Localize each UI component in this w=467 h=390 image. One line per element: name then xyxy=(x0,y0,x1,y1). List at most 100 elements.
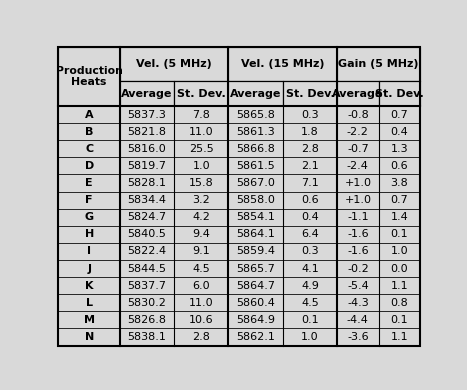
Bar xyxy=(379,174,420,191)
Bar xyxy=(120,243,174,260)
Bar xyxy=(337,191,379,209)
Text: 1.0: 1.0 xyxy=(391,246,408,257)
Text: -4.3: -4.3 xyxy=(347,298,369,308)
Text: M: M xyxy=(84,315,95,325)
Bar xyxy=(337,140,379,157)
Bar xyxy=(379,140,420,157)
Text: I: I xyxy=(87,246,91,257)
Text: 5821.8: 5821.8 xyxy=(127,127,167,136)
Bar xyxy=(337,277,379,294)
Bar xyxy=(58,260,120,277)
Text: Vel. (5 MHz): Vel. (5 MHz) xyxy=(136,59,212,69)
Text: K: K xyxy=(85,281,93,291)
Text: 4.1: 4.1 xyxy=(301,264,319,273)
Text: 0.4: 0.4 xyxy=(390,127,408,136)
Bar xyxy=(58,226,120,243)
Text: 5866.8: 5866.8 xyxy=(236,144,275,154)
Bar xyxy=(228,123,283,140)
Bar xyxy=(58,191,120,209)
Text: 5860.4: 5860.4 xyxy=(236,298,275,308)
Text: 4.9: 4.9 xyxy=(301,281,319,291)
Text: 0.4: 0.4 xyxy=(301,212,319,222)
Bar xyxy=(120,209,174,226)
Bar xyxy=(379,123,420,140)
Text: 5864.7: 5864.7 xyxy=(236,281,275,291)
Bar xyxy=(337,82,379,106)
Bar xyxy=(174,82,228,106)
Bar xyxy=(58,311,120,328)
Bar xyxy=(379,82,420,106)
Bar xyxy=(283,277,337,294)
Bar xyxy=(120,277,174,294)
Bar xyxy=(283,82,337,106)
Text: 0.1: 0.1 xyxy=(301,315,318,325)
Text: N: N xyxy=(85,332,94,342)
Text: 15.8: 15.8 xyxy=(189,178,214,188)
Text: E: E xyxy=(85,178,93,188)
Text: -1.6: -1.6 xyxy=(347,229,368,239)
Text: St. Dev.: St. Dev. xyxy=(177,89,226,99)
Bar xyxy=(120,140,174,157)
Text: H: H xyxy=(85,229,94,239)
Text: 6.4: 6.4 xyxy=(301,229,319,239)
Bar xyxy=(228,311,283,328)
Text: 5830.2: 5830.2 xyxy=(127,298,166,308)
Bar xyxy=(283,328,337,346)
Bar xyxy=(174,243,228,260)
Bar xyxy=(228,174,283,191)
Text: 5859.4: 5859.4 xyxy=(236,246,275,257)
Bar xyxy=(120,226,174,243)
Text: -2.4: -2.4 xyxy=(347,161,369,171)
Bar xyxy=(174,106,228,123)
Text: 25.5: 25.5 xyxy=(189,144,214,154)
Bar xyxy=(337,106,379,123)
Bar xyxy=(174,328,228,346)
Text: 6.0: 6.0 xyxy=(192,281,210,291)
Bar xyxy=(120,106,174,123)
Text: St. Dev.: St. Dev. xyxy=(285,89,334,99)
Text: 2.1: 2.1 xyxy=(301,161,319,171)
Text: 0.6: 0.6 xyxy=(301,195,318,205)
Text: +1.0: +1.0 xyxy=(344,195,371,205)
Bar xyxy=(228,47,337,82)
Bar xyxy=(283,243,337,260)
Bar xyxy=(58,106,120,123)
Bar xyxy=(58,277,120,294)
Bar xyxy=(58,209,120,226)
Text: Average: Average xyxy=(121,89,173,99)
Bar xyxy=(283,294,337,311)
Text: 0.6: 0.6 xyxy=(391,161,408,171)
Bar xyxy=(58,157,120,174)
Bar xyxy=(228,226,283,243)
Text: 4.2: 4.2 xyxy=(192,212,210,222)
Text: 5828.1: 5828.1 xyxy=(127,178,167,188)
Bar xyxy=(58,47,120,106)
Text: G: G xyxy=(85,212,94,222)
Text: 4.5: 4.5 xyxy=(301,298,319,308)
Bar xyxy=(58,140,120,157)
Bar xyxy=(337,47,420,82)
Bar xyxy=(174,209,228,226)
Bar xyxy=(228,277,283,294)
Text: -3.6: -3.6 xyxy=(347,332,368,342)
Text: 5837.3: 5837.3 xyxy=(127,110,166,119)
Bar xyxy=(228,106,283,123)
Bar xyxy=(283,157,337,174)
Bar xyxy=(228,328,283,346)
Bar xyxy=(228,243,283,260)
Text: 5824.7: 5824.7 xyxy=(127,212,167,222)
Bar xyxy=(228,82,283,106)
Text: 5861.3: 5861.3 xyxy=(236,127,275,136)
Text: 11.0: 11.0 xyxy=(189,127,213,136)
Bar xyxy=(337,123,379,140)
Bar xyxy=(379,191,420,209)
Text: 11.0: 11.0 xyxy=(189,298,213,308)
Text: 1.4: 1.4 xyxy=(390,212,408,222)
Bar xyxy=(228,191,283,209)
Bar xyxy=(379,157,420,174)
Text: 5834.4: 5834.4 xyxy=(127,195,167,205)
Text: 5840.5: 5840.5 xyxy=(127,229,166,239)
Bar xyxy=(120,328,174,346)
Bar xyxy=(174,140,228,157)
Text: Production
Heats: Production Heats xyxy=(56,66,122,87)
